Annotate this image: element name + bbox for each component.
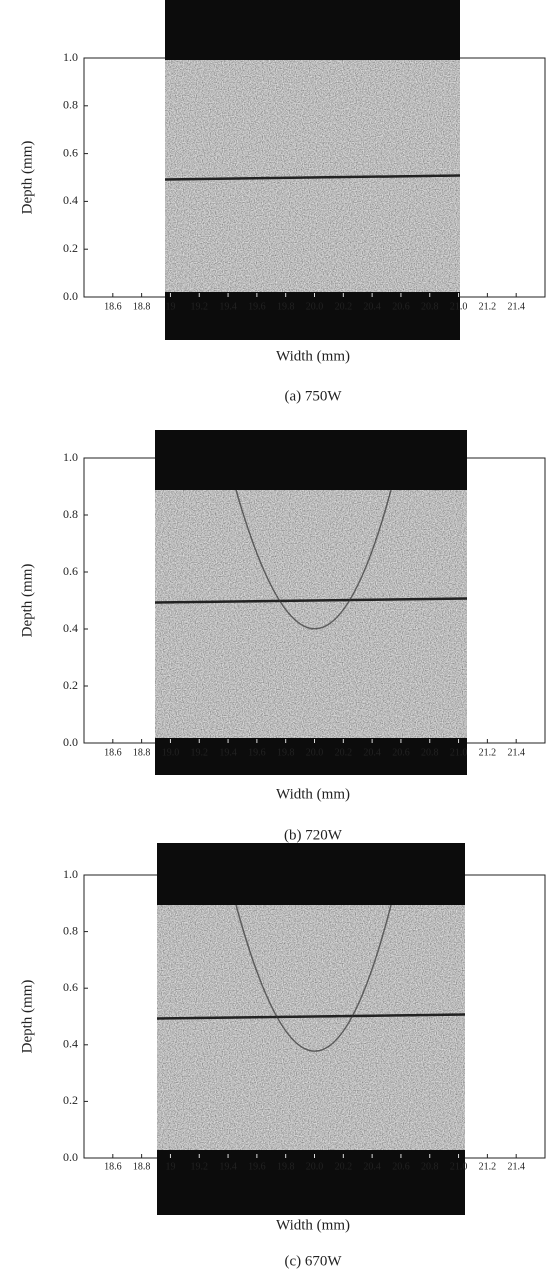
x-tick-label: 19.2: [191, 301, 209, 312]
weld-outline: [235, 904, 392, 1052]
x-tick-label: 20.8: [421, 301, 439, 312]
y-axis-label: Depth (mm): [19, 141, 35, 215]
fusion-line: [154, 597, 468, 604]
x-tick-label: 18.8: [133, 1161, 151, 1172]
fusion-line: [164, 174, 461, 181]
caption: (c) 670W: [284, 1253, 342, 1269]
x-axis-label: Width (mm): [276, 786, 350, 802]
x-tick-label: 20.8: [421, 1161, 439, 1172]
y-tick-label: 0.8: [63, 98, 78, 112]
x-tick-label: 20.6: [392, 747, 410, 758]
y-tick-label: 1.0: [63, 450, 78, 464]
x-tick-label: 20.0: [306, 301, 324, 312]
y-tick-label: 0.2: [63, 678, 78, 692]
weld-outline: [235, 489, 392, 630]
x-axis-label: Width (mm): [276, 1217, 350, 1233]
x-tick-label: 20.2: [335, 1161, 353, 1172]
y-tick-label: 0.6: [63, 980, 78, 994]
x-tick-label: 21.0: [450, 301, 468, 312]
y-tick-label: 0.2: [63, 1093, 78, 1107]
micrograph-bottom-band: [165, 292, 460, 340]
x-tick-label: 19.6: [248, 301, 266, 312]
x-axis-label: Width (mm): [276, 348, 350, 364]
y-tick-label: 0.0: [63, 735, 78, 749]
x-tick-label: 19.8: [277, 1161, 295, 1172]
micrograph-bottom-band: [155, 738, 467, 775]
x-tick-label: 21.2: [479, 301, 497, 312]
x-tick-label: 20.2: [335, 747, 353, 758]
x-tick-label: 20.4: [363, 747, 381, 758]
y-tick-label: 0.0: [63, 289, 78, 303]
x-tick-label: 19.4: [219, 301, 237, 312]
x-tick-label: 18.6: [104, 301, 122, 312]
x-tick-label: 19.0: [162, 747, 180, 758]
y-axis-label: Depth (mm): [19, 980, 35, 1054]
x-tick-label: 21.2: [479, 1161, 497, 1172]
y-tick-label: 0.2: [63, 241, 78, 255]
x-tick-label: 18.6: [104, 1161, 122, 1172]
x-tick-label: 20.2: [335, 301, 353, 312]
x-tick-label: 20.6: [392, 1161, 410, 1172]
y-tick-label: 1.0: [63, 50, 78, 64]
x-tick-label: 19: [165, 301, 175, 312]
micrograph-bottom-band: [157, 1150, 465, 1215]
x-tick-label: 19.4: [219, 1161, 237, 1172]
y-tick-label: 0.6: [63, 564, 78, 578]
y-tick-label: 0.4: [63, 621, 78, 635]
caption: (a) 750W: [284, 388, 342, 404]
x-tick-label: 19.8: [277, 747, 295, 758]
x-tick-label: 18.6: [104, 747, 122, 758]
y-tick-label: 0.4: [63, 1037, 78, 1051]
x-tick-label: 20.0: [306, 1161, 324, 1172]
x-tick-label: 19.6: [248, 1161, 266, 1172]
y-tick-label: 0.4: [63, 193, 78, 207]
x-tick-label: 18.8: [133, 301, 151, 312]
x-tick-label: 19.4: [219, 747, 237, 758]
x-tick-label: 21.4: [507, 1161, 525, 1172]
x-tick-label: 19.2: [191, 747, 209, 758]
y-axis-label: Depth (mm): [19, 564, 35, 638]
y-tick-label: 1.0: [63, 867, 78, 881]
x-tick-label: 19: [165, 1161, 175, 1172]
x-tick-label: 21.0: [450, 1161, 468, 1172]
x-tick-label: 21.4: [507, 747, 525, 758]
micrograph-top-band: [155, 430, 467, 490]
x-tick-label: 21.2: [479, 747, 497, 758]
micrograph-top-band: [157, 843, 465, 905]
x-tick-label: 21.4: [507, 301, 525, 312]
x-tick-label: 20.4: [363, 301, 381, 312]
x-tick-label: 20.6: [392, 301, 410, 312]
micrograph-top-band: [165, 0, 460, 60]
fusion-line: [156, 1013, 466, 1020]
x-tick-label: 18.8: [133, 747, 151, 758]
y-tick-label: 0.0: [63, 1150, 78, 1164]
y-tick-label: 0.6: [63, 145, 78, 159]
y-tick-label: 0.8: [63, 923, 78, 937]
x-tick-label: 19.8: [277, 301, 295, 312]
x-tick-label: 20.8: [421, 747, 439, 758]
y-tick-label: 0.8: [63, 507, 78, 521]
x-tick-label: 20.0: [306, 747, 324, 758]
x-tick-label: 21.0: [450, 747, 468, 758]
x-tick-label: 19.6: [248, 747, 266, 758]
x-tick-label: 19.2: [191, 1161, 209, 1172]
caption: (b) 720W: [284, 827, 343, 843]
x-tick-label: 20.4: [363, 1161, 381, 1172]
